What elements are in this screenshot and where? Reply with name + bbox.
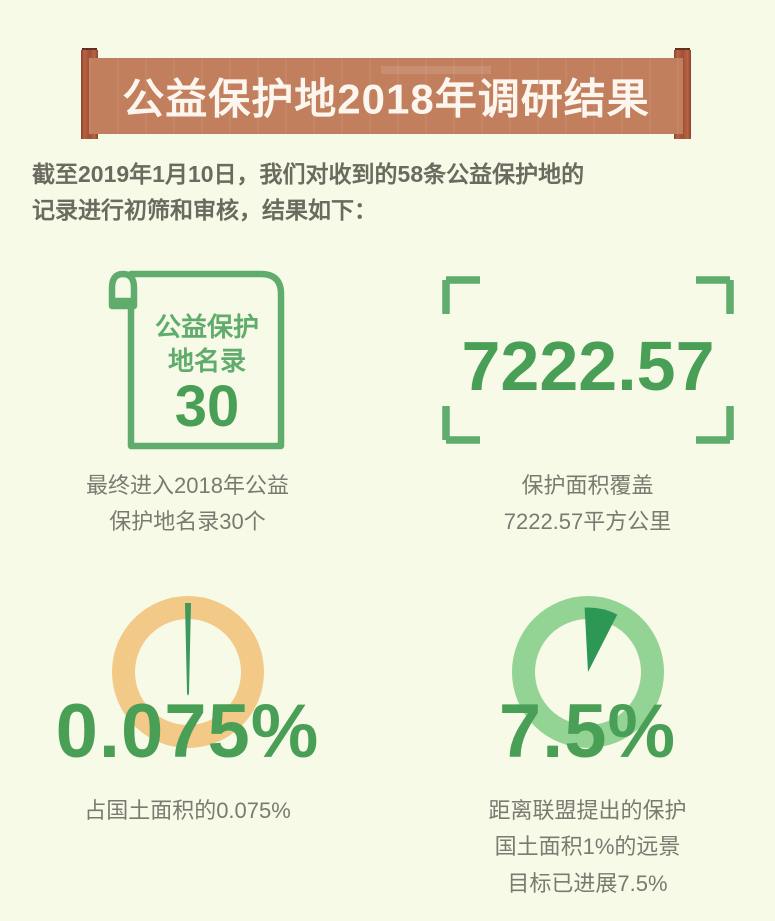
svg-text:公益保护: 公益保护 xyxy=(155,312,259,342)
svg-text:30: 30 xyxy=(175,374,240,439)
svg-text:地名录: 地名录 xyxy=(168,346,246,376)
svg-text:7222.57: 7222.57 xyxy=(461,327,714,405)
